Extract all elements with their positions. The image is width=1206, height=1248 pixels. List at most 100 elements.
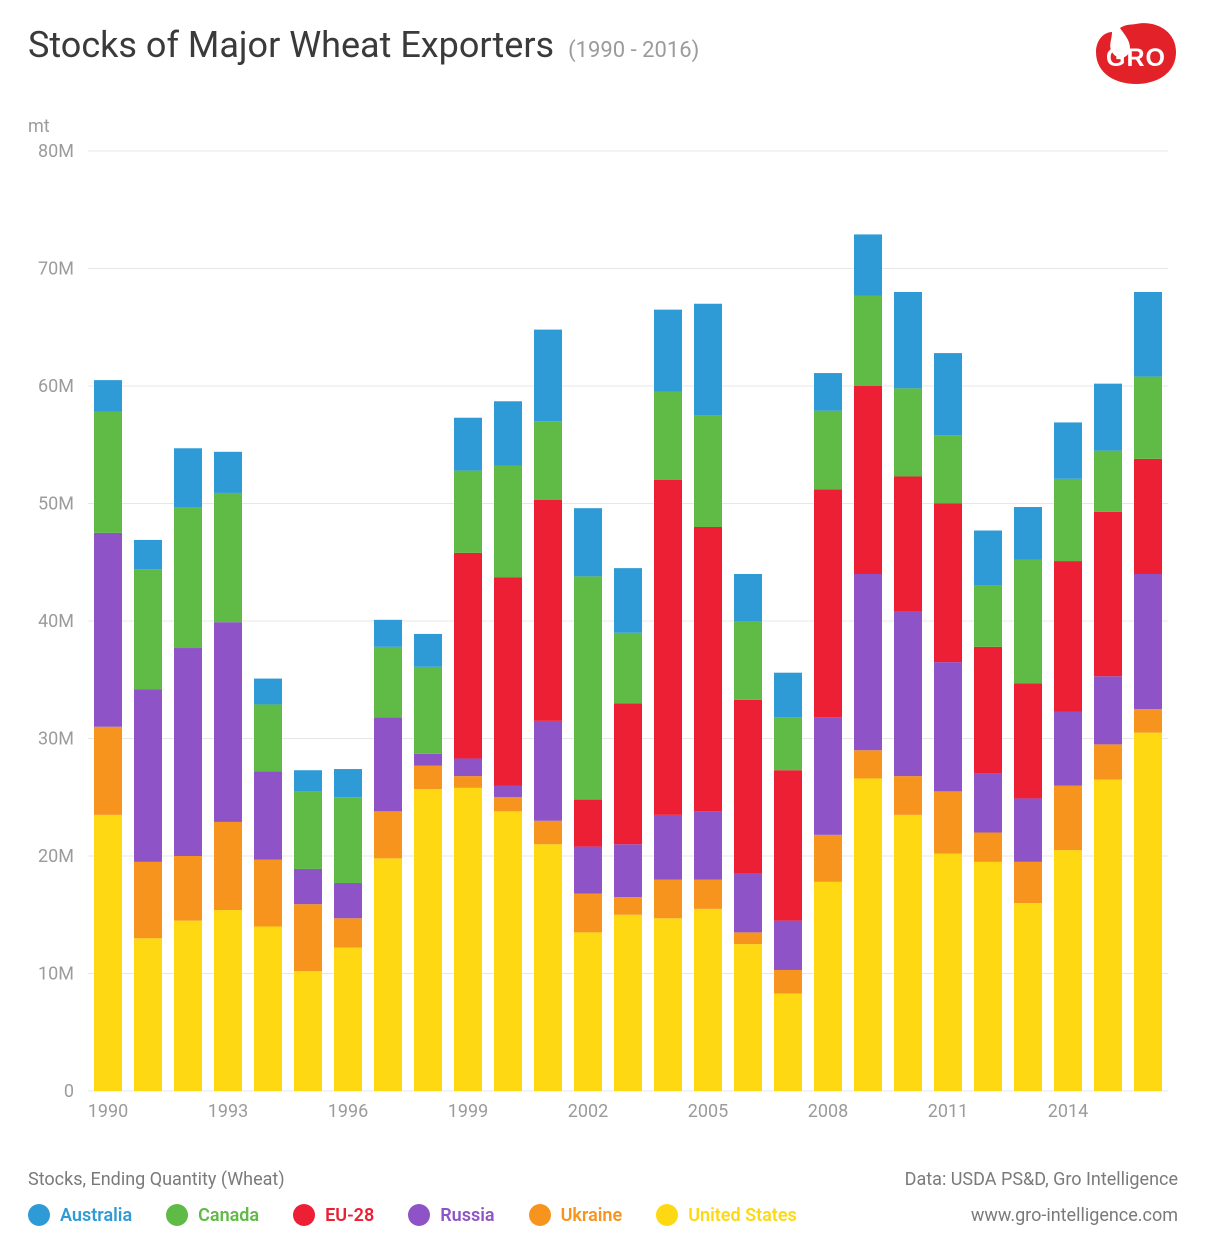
- x-tick-label: 1993: [208, 1101, 248, 1122]
- y-tick-label: 20M: [38, 846, 74, 867]
- title-block: Stocks of Major Wheat Exporters (1990 - …: [28, 24, 699, 66]
- bar-segment-australia: [1054, 422, 1082, 478]
- bar-segment-ukraine: [1094, 744, 1122, 779]
- bar-segment-united_states: [614, 915, 642, 1091]
- bar-segment-russia: [654, 815, 682, 880]
- x-tick-label: 2002: [568, 1101, 608, 1122]
- bar-segment-canada: [614, 633, 642, 704]
- bar-segment-russia: [694, 811, 722, 879]
- bar-segment-canada: [454, 471, 482, 553]
- bar-segment-canada: [894, 388, 922, 476]
- bar-segment-australia: [974, 531, 1002, 586]
- bar-segment-canada: [814, 411, 842, 490]
- bar-segment-ukraine: [734, 932, 762, 944]
- bar-segment-australia: [694, 304, 722, 416]
- bar-segment-united_states: [574, 932, 602, 1091]
- bar-segment-australia: [174, 448, 202, 507]
- bar-segment-ukraine: [774, 970, 802, 994]
- bar-segment-russia: [814, 717, 842, 835]
- y-tick-label: 40M: [38, 611, 74, 632]
- y-tick-label: 60M: [38, 376, 74, 397]
- bar-segment-canada: [654, 392, 682, 480]
- bar-segment-eu28: [654, 480, 682, 815]
- bar-segment-australia: [294, 770, 322, 791]
- bar-segment-united_states: [374, 858, 402, 1091]
- header: Stocks of Major Wheat Exporters (1990 - …: [28, 24, 1178, 88]
- legend-label-russia: Russia: [440, 1205, 494, 1226]
- footer-site: www.gro-intelligence.com: [971, 1205, 1178, 1226]
- bar-segment-australia: [1014, 507, 1042, 560]
- legend-label-eu28: EU-28: [325, 1205, 374, 1226]
- bar-segment-ukraine: [854, 750, 882, 778]
- x-tick-label: 2011: [928, 1101, 968, 1122]
- bar-segment-russia: [734, 874, 762, 933]
- bar-segment-russia: [414, 754, 442, 766]
- bar-segment-united_states: [774, 993, 802, 1091]
- legend-item-australia: Australia: [28, 1204, 132, 1226]
- bar-segment-russia: [374, 717, 402, 811]
- bar-segment-russia: [974, 774, 1002, 833]
- bar-segment-russia: [934, 662, 962, 791]
- bar-segment-united_states: [334, 948, 362, 1091]
- bar-segment-canada: [174, 507, 202, 648]
- bar-segment-canada: [294, 791, 322, 869]
- legend-swatch-canada: [166, 1204, 188, 1226]
- page: Stocks of Major Wheat Exporters (1990 - …: [0, 0, 1206, 1248]
- gro-logo-text: GRO: [1106, 44, 1166, 72]
- bar-segment-united_states: [654, 918, 682, 1091]
- bar-segment-ukraine: [254, 860, 282, 927]
- bar-segment-eu28: [534, 500, 562, 721]
- bar-segment-united_states: [1014, 903, 1042, 1091]
- bar-segment-australia: [654, 310, 682, 392]
- bar-segment-canada: [534, 421, 562, 500]
- y-tick-label: 50M: [38, 494, 74, 515]
- bar-segment-canada: [934, 435, 962, 503]
- bar-segment-ukraine: [574, 894, 602, 933]
- bar-segment-ukraine: [934, 791, 962, 853]
- bar-segment-australia: [734, 574, 762, 621]
- bar-segment-canada: [214, 493, 242, 622]
- bar-segment-australia: [574, 508, 602, 576]
- bar-segment-canada: [1134, 377, 1162, 459]
- bar-segment-united_states: [494, 811, 522, 1091]
- footer-top: Stocks, Ending Quantity (Wheat) Data: US…: [28, 1169, 1178, 1190]
- bar-segment-united_states: [934, 854, 962, 1091]
- legend: AustraliaCanadaEU-28RussiaUkraineUnited …: [28, 1204, 797, 1226]
- bar-segment-australia: [814, 373, 842, 411]
- bar-segment-australia: [1134, 292, 1162, 377]
- bar-segment-united_states: [1054, 850, 1082, 1091]
- bar-segment-canada: [254, 704, 282, 771]
- bar-segment-united_states: [974, 862, 1002, 1091]
- bar-segment-united_states: [854, 778, 882, 1091]
- legend-item-russia: Russia: [408, 1204, 494, 1226]
- bar-segment-russia: [134, 689, 162, 862]
- bar-segment-australia: [374, 620, 402, 647]
- legend-item-eu28: EU-28: [293, 1204, 374, 1226]
- bar-segment-eu28: [854, 386, 882, 574]
- bar-segment-australia: [414, 634, 442, 667]
- legend-swatch-united_states: [656, 1204, 678, 1226]
- x-tick-label: 2014: [1048, 1101, 1088, 1122]
- bar-segment-ukraine: [534, 821, 562, 845]
- bar-segment-eu28: [1134, 459, 1162, 574]
- bar-segment-united_states: [94, 815, 122, 1091]
- bar-segment-canada: [1014, 560, 1042, 683]
- unit-label: mt: [28, 116, 1178, 137]
- x-tick-label: 1999: [448, 1101, 488, 1122]
- bar-segment-canada: [854, 296, 882, 386]
- x-tick-label: 2005: [688, 1101, 728, 1122]
- legend-item-united_states: United States: [656, 1204, 797, 1226]
- bar-segment-eu28: [934, 504, 962, 663]
- footer: Stocks, Ending Quantity (Wheat) Data: US…: [28, 1169, 1178, 1226]
- bar-segment-united_states: [694, 909, 722, 1091]
- bar-segment-canada: [974, 586, 1002, 647]
- legend-row: AustraliaCanadaEU-28RussiaUkraineUnited …: [28, 1204, 1178, 1226]
- bar-segment-ukraine: [334, 918, 362, 947]
- bar-segment-canada: [734, 621, 762, 700]
- gro-logo: GRO: [1094, 22, 1178, 88]
- bar-segment-canada: [1094, 451, 1122, 512]
- bar-segment-ukraine: [694, 880, 722, 909]
- bar-segment-eu28: [614, 703, 642, 844]
- bar-segment-eu28: [774, 770, 802, 920]
- legend-label-united_states: United States: [688, 1205, 797, 1226]
